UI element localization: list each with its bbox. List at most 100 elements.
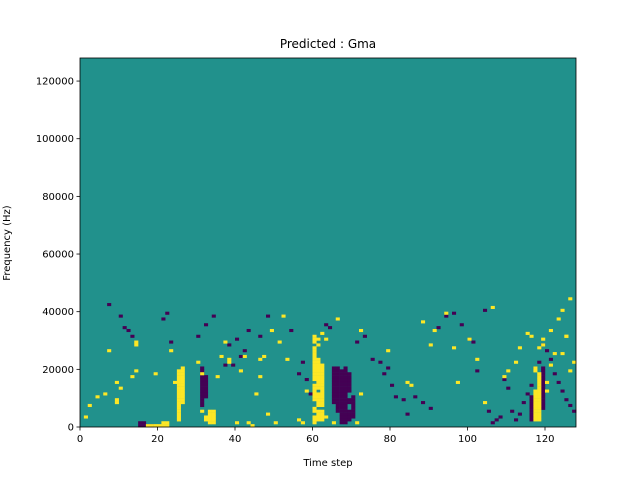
heatmap-cell-high xyxy=(114,380,119,384)
heatmap-cell-high xyxy=(316,395,321,399)
heatmap-cell-high xyxy=(560,352,565,356)
heatmap-cell-low xyxy=(494,418,499,422)
heatmap-cell-low xyxy=(343,383,348,387)
heatmap-cell-low xyxy=(351,415,356,419)
heatmap-cell-low xyxy=(200,366,205,370)
heatmap-cell-low xyxy=(572,409,577,413)
heatmap-cell-high xyxy=(316,398,321,402)
heatmap-cell-low xyxy=(335,380,340,384)
heatmap-cell-high xyxy=(207,421,212,425)
heatmap-cell-high xyxy=(529,334,534,338)
x-tick-label: 120 xyxy=(535,434,554,445)
heatmap-cell-low xyxy=(204,375,209,379)
heatmap-cell-high xyxy=(285,357,290,361)
heatmap-cell-high xyxy=(316,401,321,405)
y-tick-label: 80000 xyxy=(42,192,74,203)
heatmap-cell-low xyxy=(107,303,112,307)
heatmap-cell-high xyxy=(180,383,185,387)
heatmap-cell-high xyxy=(324,337,329,341)
heatmap-cell-high xyxy=(254,392,259,396)
heatmap-cell-high xyxy=(560,308,565,312)
heatmap-cell-low xyxy=(200,380,205,384)
heatmap-cell-high xyxy=(320,412,325,416)
heatmap-cell-high xyxy=(316,415,321,419)
heatmap-cell-low xyxy=(343,412,348,416)
heatmap-cell-high xyxy=(273,421,278,425)
heatmap-cell-low xyxy=(204,380,209,384)
heatmap-cell-low xyxy=(529,395,534,399)
heatmap-cell-high xyxy=(176,392,181,396)
heatmap-cell-high xyxy=(207,409,212,413)
heatmap-cell-high xyxy=(258,357,263,361)
heatmap-cell-high xyxy=(537,380,542,384)
heatmap-cell-high xyxy=(176,401,181,405)
heatmap-cells xyxy=(83,297,577,428)
heatmap-cell-low xyxy=(393,395,398,399)
heatmap-cell-high xyxy=(219,354,224,359)
heatmap-cell-low xyxy=(541,386,546,390)
heatmap-cell-low xyxy=(335,386,340,390)
heatmap-cell-low xyxy=(266,314,271,318)
heatmap-cell-high xyxy=(180,375,185,379)
heatmap-cell-high xyxy=(149,424,154,428)
heatmap-cell-low xyxy=(339,418,344,422)
heatmap-cell-low xyxy=(541,406,546,410)
heatmap-cell-high xyxy=(180,372,185,376)
heatmap-cell-low xyxy=(335,401,340,405)
heatmap-cell-high xyxy=(359,392,364,396)
heatmap-cell-high xyxy=(211,415,216,419)
heatmap-cell-low xyxy=(560,389,565,393)
heatmap-cell-low xyxy=(335,369,340,373)
heatmap-cell-high xyxy=(537,346,542,350)
heatmap-cell-low xyxy=(339,415,344,419)
heatmap-cell-low xyxy=(331,377,336,382)
x-axis-ticks: 0 20 40 60 80 100 120 xyxy=(77,427,555,445)
heatmap-cell-high xyxy=(196,360,201,364)
heatmap-cell-high xyxy=(483,401,488,405)
chart-title: Predicted : Gma xyxy=(280,37,376,51)
heatmap-cell-high xyxy=(320,389,325,393)
heatmap-cell-low xyxy=(347,380,352,384)
heatmap-cell-low xyxy=(331,401,336,405)
heatmap-cell-low xyxy=(169,340,174,344)
heatmap-cell-high xyxy=(545,389,550,393)
heatmap-cell-low xyxy=(541,366,546,370)
heatmap-cell-high xyxy=(316,337,321,341)
heatmap-cell-low xyxy=(335,392,340,396)
heatmap-background xyxy=(80,58,576,427)
heatmap-cell-high xyxy=(312,406,317,410)
heatmap-cell-low xyxy=(242,349,247,353)
heatmap-cell-high xyxy=(161,424,166,428)
heatmap-cell-low xyxy=(204,392,209,396)
heatmap-cell-high xyxy=(312,337,317,341)
heatmap-cell-low xyxy=(335,366,340,370)
heatmap-cell-low xyxy=(556,380,561,384)
heatmap-cell-low xyxy=(343,377,348,382)
heatmap-cell-high xyxy=(316,409,321,413)
heatmap-cell-low xyxy=(331,372,336,376)
heatmap-cell-low xyxy=(339,395,344,399)
x-tick-label: 60 xyxy=(306,434,319,445)
heatmap-cell-high xyxy=(533,415,538,419)
heatmap-cell-low xyxy=(204,323,209,327)
heatmap-cell-high xyxy=(180,380,185,384)
heatmap-cell-high xyxy=(215,375,220,379)
heatmap-cell-low xyxy=(335,409,340,413)
plot-frame xyxy=(79,57,577,428)
heatmap-cell-high xyxy=(312,354,317,359)
heatmap-cell-high xyxy=(533,366,538,370)
heatmap-cell-low xyxy=(196,334,201,338)
heatmap-cell-low xyxy=(223,363,228,367)
heatmap-cell-high xyxy=(114,398,119,402)
heatmap-cell-high xyxy=(537,415,542,419)
heatmap-cell-high xyxy=(312,415,317,419)
heatmap-cell-high xyxy=(180,401,185,405)
heatmap-cell-high xyxy=(467,337,472,341)
heatmap-cell-low xyxy=(122,326,127,330)
heatmap-cell-low xyxy=(246,328,251,333)
heatmap-cell-high xyxy=(331,421,336,425)
heatmap-cell-low xyxy=(339,406,344,410)
heatmap-cell-high xyxy=(320,331,325,335)
heatmap-cell-low xyxy=(541,372,546,376)
heatmap-cell-low xyxy=(506,386,511,390)
